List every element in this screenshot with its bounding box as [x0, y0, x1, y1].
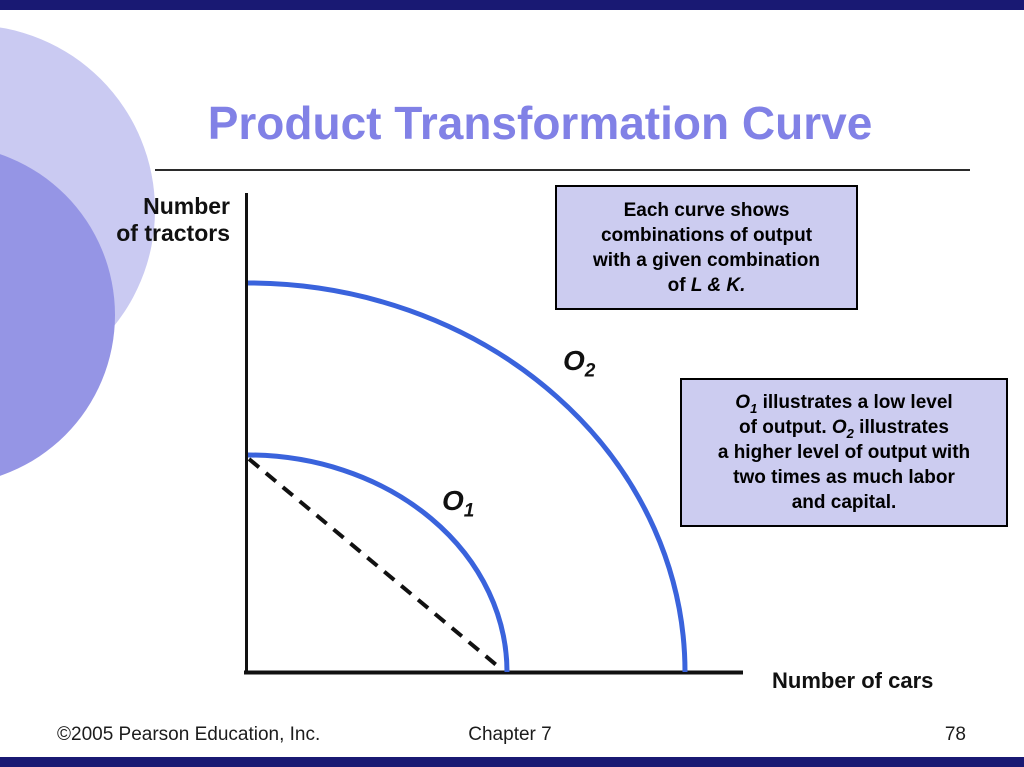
- slide-footer: ©2005 Pearson Education, Inc. Chapter 7 …: [0, 724, 1024, 748]
- callout-each-curve: Each curve shows combinations of output …: [555, 185, 858, 310]
- curve-label-o2: O2: [563, 345, 595, 381]
- callout2-o1-letter: O: [735, 392, 751, 413]
- callout1-line2: combinations of output: [600, 224, 813, 246]
- callout2-line5: and capital.: [791, 492, 897, 513]
- callout2-o2-letter: O: [831, 417, 847, 438]
- footer-copyright: ©2005 Pearson Education, Inc.: [57, 724, 321, 745]
- callout1-line1: Each curve shows: [623, 199, 790, 221]
- callout1-line4-text: of: [667, 274, 691, 296]
- dashed-chord-line: [247, 457, 502, 670]
- callout1-line4-variables: L & K.: [690, 274, 746, 296]
- curve-label-o1-subscript: 1: [463, 500, 475, 522]
- callout2-o2-subscript: 2: [846, 425, 854, 441]
- callout2-line4: two times as much labor: [733, 467, 955, 488]
- y-axis-label: Number of tractors: [88, 193, 230, 247]
- slide-title: Product Transformation Curve: [207, 97, 873, 149]
- curve-o1: [247, 452, 510, 673]
- top-border-bar: [0, 0, 1024, 10]
- callout2-line2: of output. O2 illustrates: [682, 415, 1006, 440]
- title-underline: [155, 169, 970, 171]
- y-axis-label-line1: Number: [143, 193, 230, 219]
- curve-o2: [247, 280, 688, 673]
- footer-chapter: Chapter 7: [468, 724, 552, 745]
- callout1-line4: of L & K.: [557, 273, 856, 298]
- curve-label-o2-letter: O: [563, 345, 585, 376]
- callout2-line3: a higher level of output with: [717, 442, 971, 463]
- curve-label-o1-letter: O: [442, 485, 464, 516]
- callout2-o1-subscript: 1: [750, 400, 758, 416]
- callout2-line2-text2: illustrates: [853, 417, 949, 438]
- callout2-line1-text: illustrates a low level: [757, 392, 953, 413]
- curve-label-o2-subscript: 2: [584, 360, 596, 382]
- bottom-border-bar: [0, 757, 1024, 767]
- footer-page-number: 78: [944, 724, 966, 745]
- x-axis-label: Number of cars: [772, 668, 934, 693]
- callout2-line1: O1 illustrates a low level: [682, 390, 1006, 415]
- callout-output-levels: O1 illustrates a low level of output. O2…: [680, 378, 1008, 527]
- y-axis-label-line2: of tractors: [116, 220, 230, 246]
- curve-label-o1: O1: [442, 485, 474, 521]
- callout2-line2-text1: of output.: [739, 417, 832, 438]
- callout1-line3: with a given combination: [593, 249, 820, 271]
